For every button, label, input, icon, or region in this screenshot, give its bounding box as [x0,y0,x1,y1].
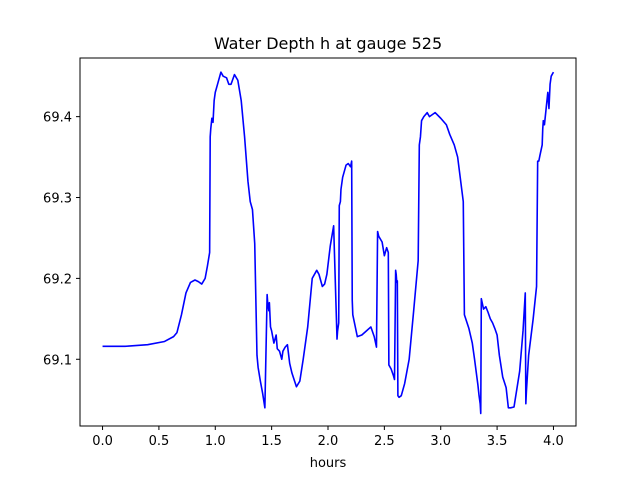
x-axis-label: hours [310,456,347,471]
x-tick-label: 3.0 [430,434,451,449]
series-line-0 [102,71,555,415]
y-tick-label: 69.2 [43,272,72,287]
x-axis-ticks: 0.0 0.5 1.0 1.5 2.0 2.5 3.0 3.5 4.0 [92,426,564,449]
x-tick-label: 2.0 [318,434,339,449]
x-tick-label: 4.0 [543,434,564,449]
chart-title: Water Depth h at gauge 525 [214,34,442,53]
x-tick-label: 0.0 [92,434,113,449]
x-tick-label: 3.5 [487,434,508,449]
plot-area [102,71,555,415]
y-tick-label: 69.1 [43,353,72,368]
y-tick-label: 69.4 [43,111,72,126]
x-tick-label: 1.5 [261,434,282,449]
x-tick-label: 1.0 [205,434,226,449]
y-axis-ticks: 69.1 69.2 69.3 69.4 [43,111,80,368]
y-tick-label: 69.3 [43,192,72,207]
x-tick-label: 0.5 [149,434,170,449]
x-tick-label: 2.5 [374,434,395,449]
